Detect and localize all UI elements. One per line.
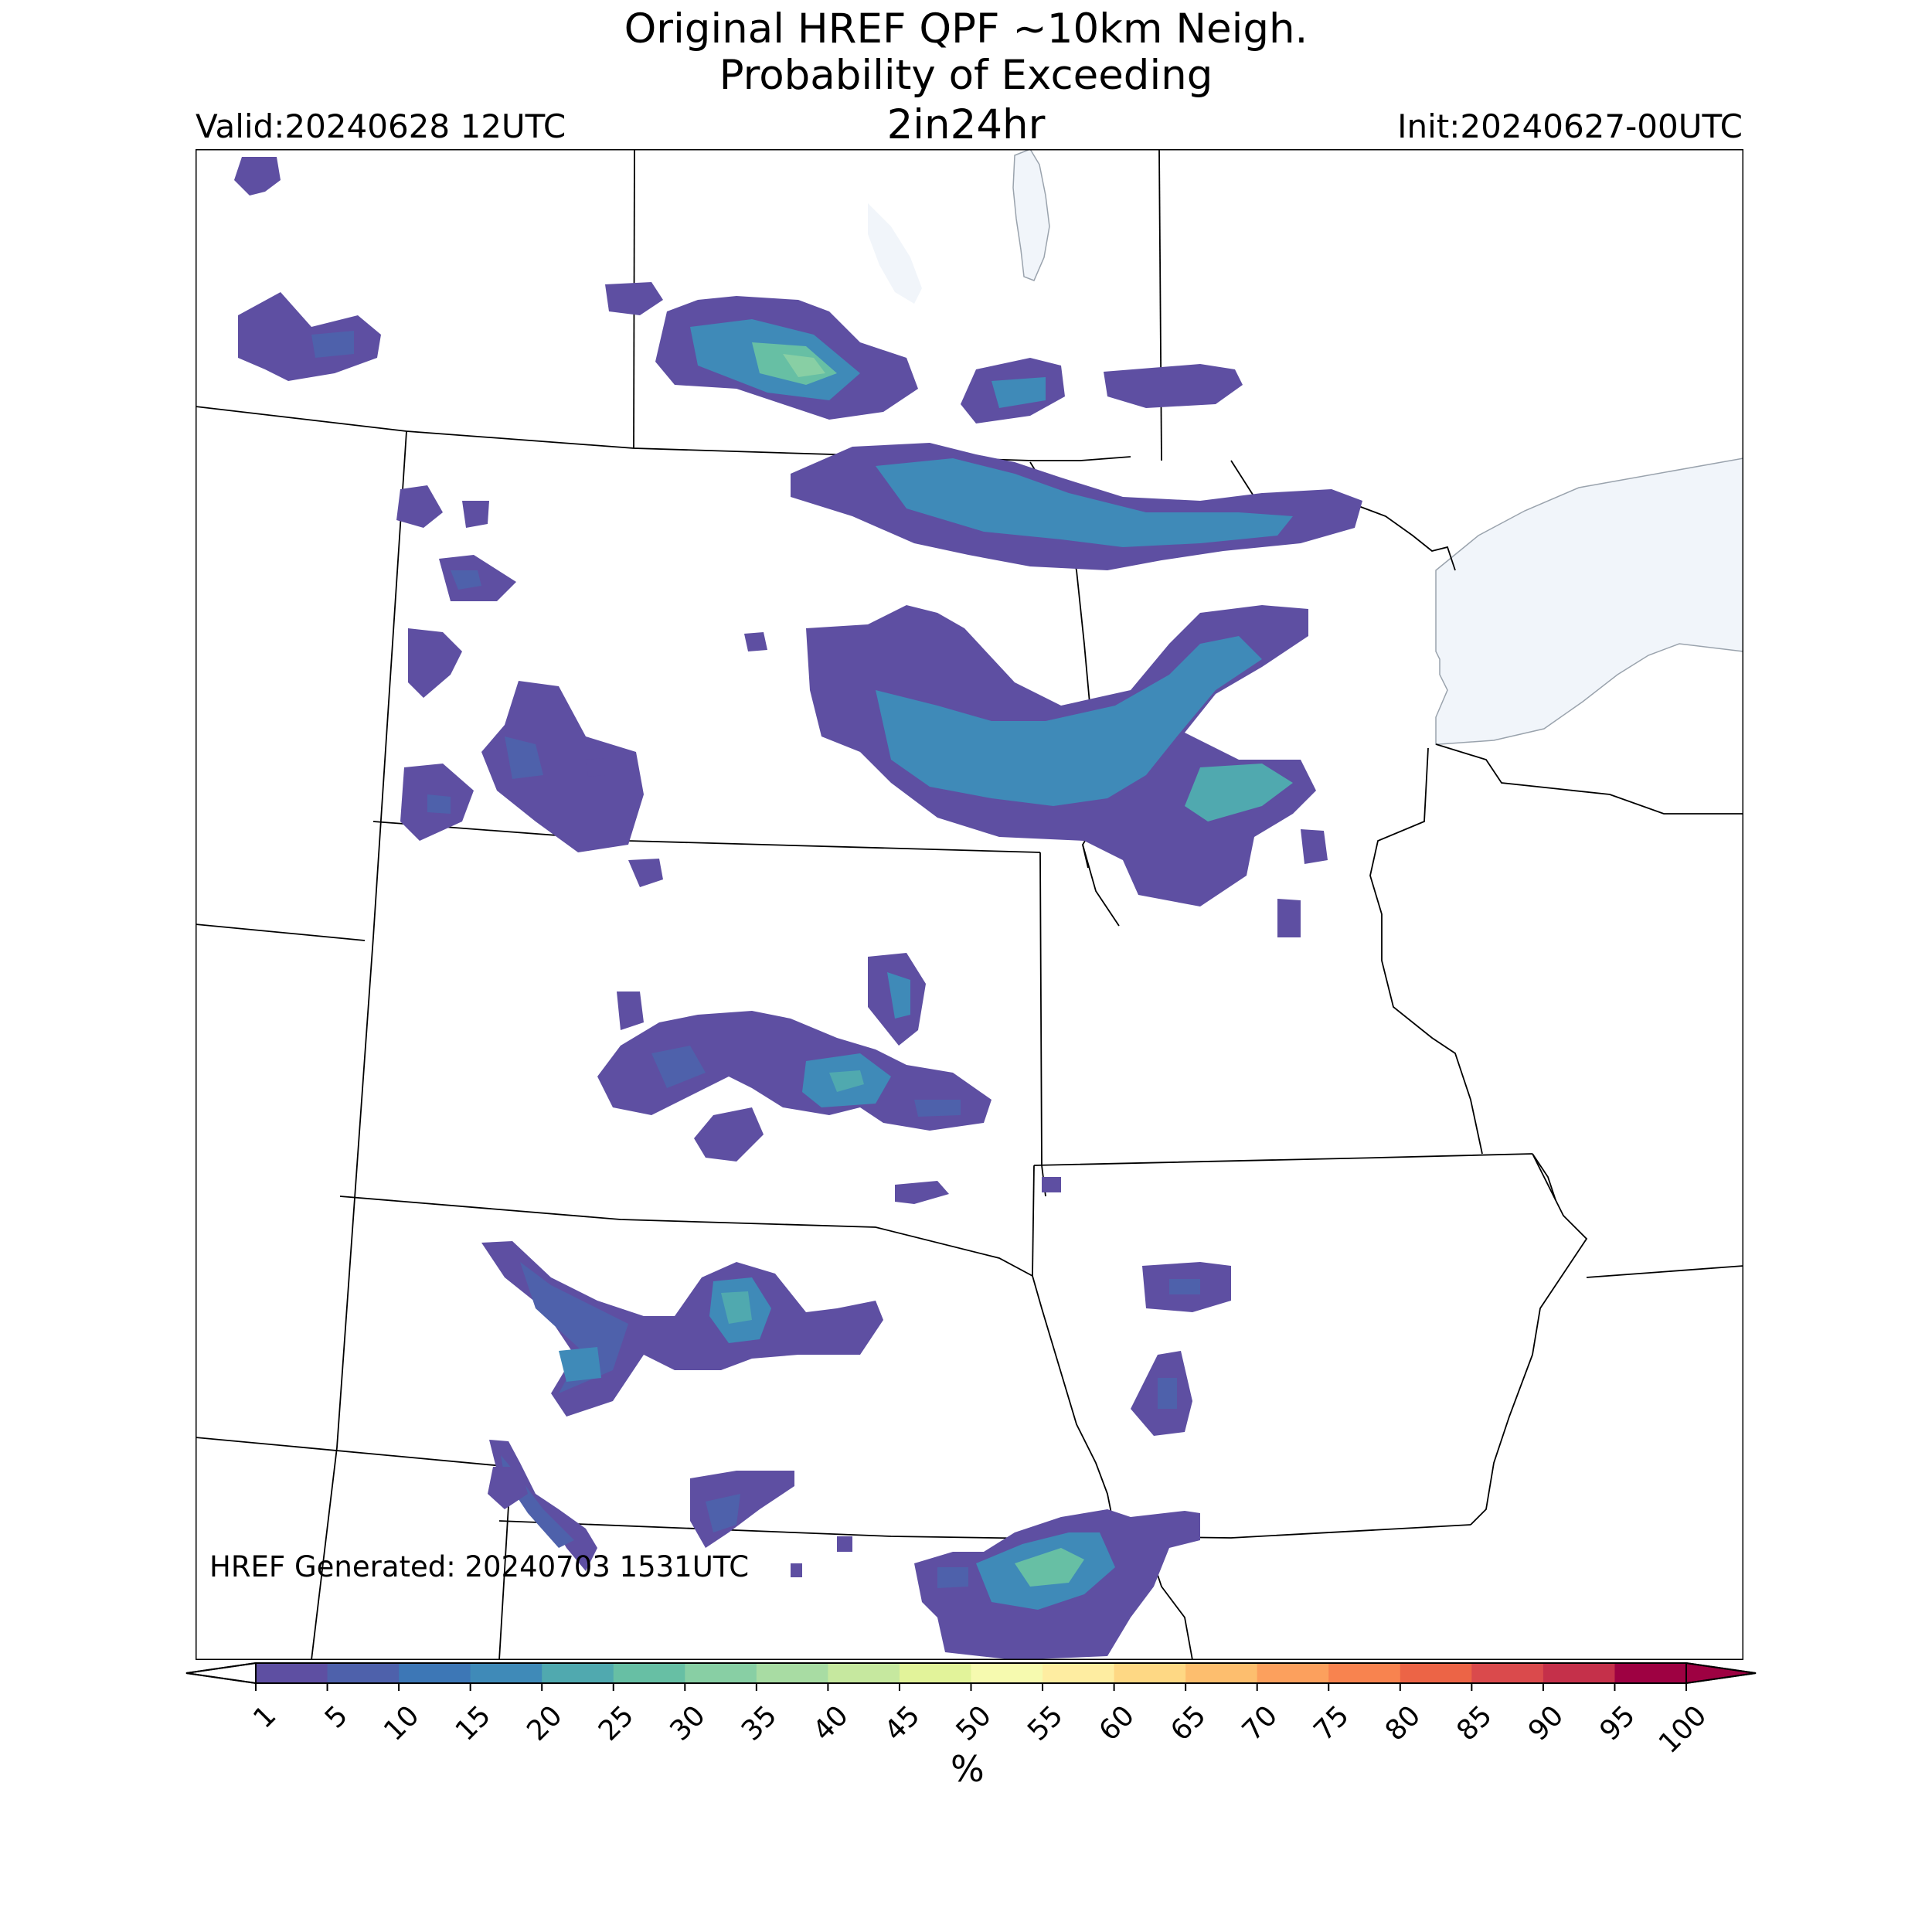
colorbar-cell (327, 1663, 400, 1683)
colorbar-tick-label: 40 (807, 1699, 854, 1747)
colorbar-cell (756, 1663, 828, 1683)
map-title-line2: Probability of Exceeding (719, 52, 1213, 99)
colorbar-tick-label: 25 (593, 1699, 640, 1747)
colorbar-tick-label: 10 (378, 1699, 425, 1747)
lake-winnipegosis (868, 203, 922, 304)
colorbar-tick-label: 15 (450, 1699, 497, 1747)
colorbar-tick-label: 5 (319, 1699, 354, 1734)
colorbar-cell (256, 1663, 328, 1683)
colorbar-cell (828, 1663, 900, 1683)
colorbar-tick-label: 70 (1236, 1699, 1284, 1747)
probability-shading (234, 157, 1362, 1660)
colorbar-tick-label: 80 (1379, 1699, 1427, 1747)
colorbar-cell (1471, 1663, 1544, 1683)
colorbar-tick-label: 100 (1653, 1699, 1713, 1760)
colorbar-cell (899, 1663, 971, 1683)
colorbar-cell (1400, 1663, 1472, 1683)
colorbar-tick-label: 65 (1165, 1699, 1212, 1747)
colorbar-cell (613, 1663, 685, 1683)
colorbar-tick-label: 90 (1522, 1699, 1570, 1747)
colorbar-cells (185, 1662, 1757, 1685)
map-title-line1: Original HREF QPF ~10km Neigh. (624, 5, 1308, 53)
colorbar-cell (1043, 1663, 1115, 1683)
colorbar-tick-label: 85 (1451, 1699, 1498, 1747)
colorbar-under-extend (185, 1662, 257, 1685)
colorbar-cell (1114, 1663, 1186, 1683)
colorbar-tick-label: 95 (1594, 1699, 1641, 1747)
colorbar-cell (542, 1663, 614, 1683)
generated-label: HREF Generated: 20240703 1531UTC (209, 1550, 749, 1583)
colorbar-tick-label: 35 (736, 1699, 783, 1747)
map-title-line3: 2in24hr (886, 101, 1046, 148)
colorbar-tick-label: 50 (951, 1699, 998, 1747)
colorbar-tick-label: 60 (1094, 1699, 1141, 1747)
colorbar-tick-label: 45 (879, 1699, 926, 1747)
lake-superior (1435, 457, 1743, 745)
colorbar-tick-label: 30 (664, 1699, 711, 1747)
colorbar-cell (971, 1663, 1043, 1683)
colorbar-cell (1328, 1663, 1401, 1683)
valid-time-label: Valid:20240628 12UTC (196, 107, 566, 145)
water-bodies (868, 149, 1743, 745)
colorbar-frame (185, 1662, 1757, 1684)
colorbar-tick-label: 20 (521, 1699, 568, 1747)
colorbar-cell (470, 1663, 543, 1683)
colorbar-tick-label: 55 (1022, 1699, 1069, 1747)
colorbar-cell (1543, 1663, 1615, 1683)
colorbar-cell (1257, 1663, 1329, 1683)
colorbar-unit-label: % (951, 1748, 985, 1790)
colorbar-tick-label: 75 (1308, 1699, 1355, 1747)
colorbar-cell (1614, 1663, 1687, 1683)
lake-manitoba (1012, 149, 1050, 281)
precip-probability-map: HREF Generated: 20240703 1531UTC (196, 149, 1743, 1660)
colorbar-cell (1185, 1663, 1258, 1683)
init-time-label: Init:20240627-00UTC (1397, 107, 1743, 145)
colorbar-over-extend (1685, 1662, 1757, 1685)
colorbar-cell (399, 1663, 471, 1683)
colorbar-tick-label: 1 (247, 1699, 282, 1734)
colorbar-cell (685, 1663, 757, 1683)
